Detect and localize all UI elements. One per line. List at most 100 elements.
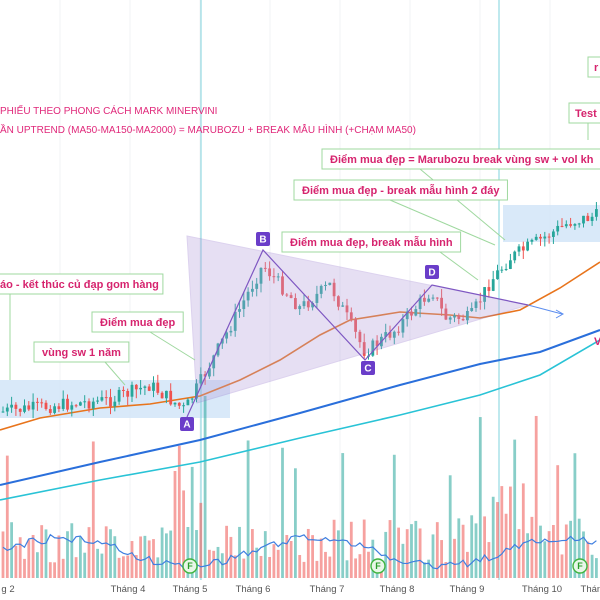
volume-bar (139, 536, 142, 578)
volume-bar (410, 524, 413, 578)
volume-bar (539, 525, 542, 578)
candle (130, 381, 134, 402)
candle (199, 367, 203, 388)
x-tick-label: Tháng 5 (173, 584, 208, 595)
candle (289, 292, 293, 299)
breakout-zone (503, 205, 600, 242)
volume-bar (233, 555, 237, 578)
volume-bar (341, 453, 345, 578)
volume-bar (526, 533, 529, 578)
candle (40, 398, 44, 408)
candle (251, 280, 254, 297)
volume-bar (225, 525, 228, 578)
volume-bar (44, 529, 48, 578)
volume-bar (586, 541, 590, 578)
volume-bar (298, 555, 302, 578)
x-tick-label: Tháng (581, 584, 600, 595)
candle (18, 408, 22, 417)
volume-bar (294, 468, 297, 578)
flag-marker: F (182, 558, 198, 574)
candle (504, 263, 508, 271)
candle (246, 287, 250, 307)
volume-bar (401, 543, 405, 578)
volume-bar (195, 530, 198, 578)
candle (453, 313, 456, 323)
flag-label: F (187, 561, 193, 571)
annotation-text: Test (575, 108, 597, 120)
volume-bar (435, 522, 439, 578)
volume-bar (474, 523, 478, 578)
volume-bar (423, 562, 426, 578)
candle (573, 223, 577, 230)
volume-bar (122, 556, 125, 578)
volume-bar (276, 549, 280, 578)
candle (491, 270, 495, 292)
candle (595, 201, 598, 221)
annotation-sw-zone: vùng sw 1 năm (33, 341, 130, 386)
candle (294, 293, 297, 310)
volume-bar (5, 455, 9, 578)
volume-bar (491, 496, 495, 578)
candle (564, 220, 568, 229)
candle (543, 231, 547, 247)
volume-bar (263, 531, 267, 578)
candle (100, 390, 104, 402)
candle (36, 397, 39, 411)
volume-bar (345, 560, 349, 578)
candle (208, 362, 211, 379)
candle (513, 250, 517, 264)
svg-text:C: C (364, 364, 371, 375)
candle (285, 293, 289, 297)
candle (345, 298, 349, 320)
candle (509, 253, 512, 270)
candle (405, 308, 409, 327)
volume-bar (36, 552, 39, 578)
volume-bar (100, 553, 104, 578)
candle (156, 374, 160, 395)
candle (324, 281, 327, 291)
candle (169, 383, 173, 406)
annotation-text: Điểm mua đẹp, break mẫu hình (290, 236, 453, 249)
volume-bar (513, 439, 517, 578)
candle (435, 297, 439, 301)
volume-bar (208, 549, 211, 578)
volume-bar (14, 545, 18, 578)
candle (255, 277, 259, 297)
candle (152, 376, 155, 398)
volume-bar (543, 541, 547, 578)
volume-bar (53, 562, 56, 578)
volume-bar (349, 521, 353, 578)
volume-bar (461, 524, 465, 578)
candle (173, 402, 177, 407)
volume-bar (496, 502, 499, 578)
ma50-line (0, 261, 600, 431)
candle (388, 325, 392, 341)
volume-bar (66, 531, 69, 578)
candle (182, 402, 185, 413)
candle (487, 279, 491, 298)
candle (61, 390, 65, 412)
volume-bar (466, 551, 469, 578)
candle (31, 393, 35, 419)
volume-bar (216, 546, 220, 578)
candle (582, 215, 585, 228)
pattern-point-b: B (256, 232, 270, 246)
volume-bar (302, 561, 306, 578)
volume-bar (453, 538, 456, 578)
volume-bar (509, 486, 512, 578)
flag-label: F (375, 561, 381, 571)
volume-bar (289, 541, 293, 578)
volume-bar (530, 516, 534, 578)
annotation-marubozu: Điểm mua đẹp = Marubozu break vùng sw + … (321, 148, 600, 241)
volume-bar (560, 554, 564, 578)
candle (470, 302, 474, 312)
header-line-1: PHIẾU THEO PHONG CÁCH MARK MINERVINI (0, 104, 217, 117)
volume-bar (87, 527, 91, 578)
candle (195, 379, 198, 403)
volume-bar (444, 562, 448, 578)
volume-bar (220, 553, 224, 578)
volume-bar (259, 555, 263, 578)
volume-bar (590, 554, 594, 578)
annotation-text: Điểm mua đẹp (100, 317, 175, 329)
flag-label: F (577, 561, 583, 571)
